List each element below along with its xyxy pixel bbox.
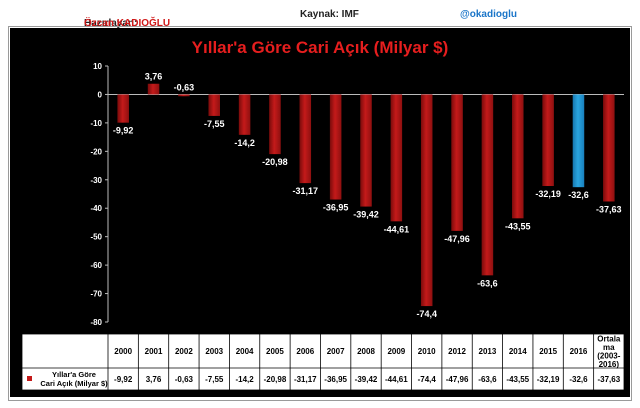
x-category-label: 2016) — [599, 360, 620, 369]
table-value-cell: -14,2 — [235, 375, 254, 384]
bar — [208, 94, 221, 116]
x-category-label: Ortala — [597, 334, 621, 343]
legend-label: Yıllar'a Göre — [52, 370, 96, 379]
chart-title: Yıllar'a Göre Cari Açık (Milyar $) — [191, 38, 449, 57]
bar — [420, 94, 433, 307]
x-category-label: ma — [603, 343, 615, 352]
data-label: -0,63 — [174, 82, 195, 92]
y-tick-label: -10 — [90, 119, 102, 128]
author-label: Hazırlayan: — [84, 18, 138, 29]
y-tick-label: -80 — [90, 318, 102, 327]
data-table-background — [21, 333, 625, 391]
bar — [269, 94, 281, 155]
bar — [117, 94, 129, 123]
bar — [451, 94, 463, 231]
report-header: Hazırlayan: Özcan KADIOĞLU Kaynak: IMF @… — [0, 0, 640, 29]
bar — [360, 94, 372, 207]
bar — [238, 94, 251, 135]
table-value-cell: -20,98 — [264, 375, 287, 384]
data-label: -47,96 — [444, 234, 470, 244]
y-tick-label: -20 — [90, 147, 102, 156]
bar — [390, 94, 403, 222]
table-value-cell: 3,76 — [146, 375, 162, 384]
data-label: -20,98 — [262, 157, 288, 167]
x-category-label: 2005 — [266, 347, 284, 356]
y-tick-label: -60 — [90, 261, 102, 270]
x-category-label: 2003 — [205, 347, 223, 356]
chart-frame — [8, 26, 632, 401]
data-source: Kaynak: IMF — [300, 9, 359, 20]
data-label: -39,42 — [353, 210, 379, 220]
bar — [329, 94, 342, 200]
data-label: -36,95 — [323, 203, 349, 213]
bar — [299, 94, 312, 184]
x-category-label: 2006 — [296, 347, 314, 356]
table-value-cell: -7,55 — [205, 375, 224, 384]
bar — [603, 94, 615, 202]
y-tick-label: 10 — [93, 62, 102, 71]
x-category-label: 2000 — [114, 347, 132, 356]
table-value-cell: -37,63 — [597, 375, 620, 384]
bar-chart: 10 0 -10 -20 -30 -40 -50 -60 -70 -80 -9,92 3,76 -0,6… — [21, 62, 625, 391]
table-value-cell: -32,19 — [537, 375, 560, 384]
x-category-label: 2009 — [387, 347, 405, 356]
table-value-cell: -31,17 — [294, 375, 317, 384]
x-category-label: 2008 — [357, 347, 375, 356]
data-label: -44,61 — [384, 224, 410, 234]
bar — [481, 94, 494, 276]
x-category-label: 2002 — [175, 347, 193, 356]
table-value-cell: -39,42 — [355, 375, 378, 384]
legend-swatch — [27, 376, 32, 381]
bar — [178, 94, 190, 97]
y-tick-label: -70 — [90, 290, 102, 299]
table-value-cell: -32,6 — [569, 375, 588, 384]
data-label: -43,55 — [505, 221, 531, 231]
data-label: -63,6 — [477, 278, 498, 288]
y-tick-label: -30 — [90, 176, 102, 185]
table-value-cell: -44,61 — [385, 375, 408, 384]
bar — [147, 83, 160, 95]
y-tick-label: -50 — [90, 233, 102, 242]
bar — [572, 94, 585, 188]
x-category-label: 2010 — [418, 347, 436, 356]
x-category-label: 2014 — [509, 347, 527, 356]
x-category-label: 2001 — [145, 347, 163, 356]
data-label: -32,19 — [535, 189, 561, 199]
table-value-cell: -9,92 — [114, 375, 133, 384]
data-label: -31,17 — [293, 186, 319, 196]
table-value-cell: -0,63 — [175, 375, 194, 384]
data-label: -14,2 — [234, 138, 255, 148]
x-category-label: 2013 — [479, 347, 497, 356]
bar — [542, 94, 554, 187]
table-value-cell: -47,96 — [446, 375, 469, 384]
table-value-cell: -43,55 — [506, 375, 529, 384]
data-label: -7,55 — [204, 119, 225, 129]
data-label: -9,92 — [113, 126, 134, 136]
x-category-label: 2004 — [236, 347, 254, 356]
data-label: -74,4 — [416, 309, 437, 319]
y-tick-label: -40 — [90, 204, 102, 213]
chart-panel: Yıllar'a Göre Cari Açık (Milyar $) 10 0 -1… — [10, 28, 630, 397]
x-category-label: (2003- — [597, 351, 620, 360]
y-tick-label: 0 — [98, 90, 103, 99]
bar — [511, 94, 524, 219]
x-category-label: 2007 — [327, 347, 345, 356]
data-label: -32,6 — [568, 190, 589, 200]
table-value-cell: -63,6 — [478, 375, 497, 384]
table-value-cell: -36,95 — [324, 375, 347, 384]
social-handle: @okadioglu — [460, 9, 517, 20]
data-label: 3,76 — [145, 72, 163, 82]
legend-label: Cari Açık (Milyar $) — [40, 379, 108, 388]
author-name: Özcan KADIOĞLU — [84, 18, 171, 29]
data-label: -37,63 — [596, 204, 622, 214]
x-category-label: 2012 — [448, 347, 466, 356]
x-category-label: 2016 — [570, 347, 588, 356]
table-value-cell: -74,4 — [418, 375, 437, 384]
x-category-label: 2015 — [539, 347, 557, 356]
